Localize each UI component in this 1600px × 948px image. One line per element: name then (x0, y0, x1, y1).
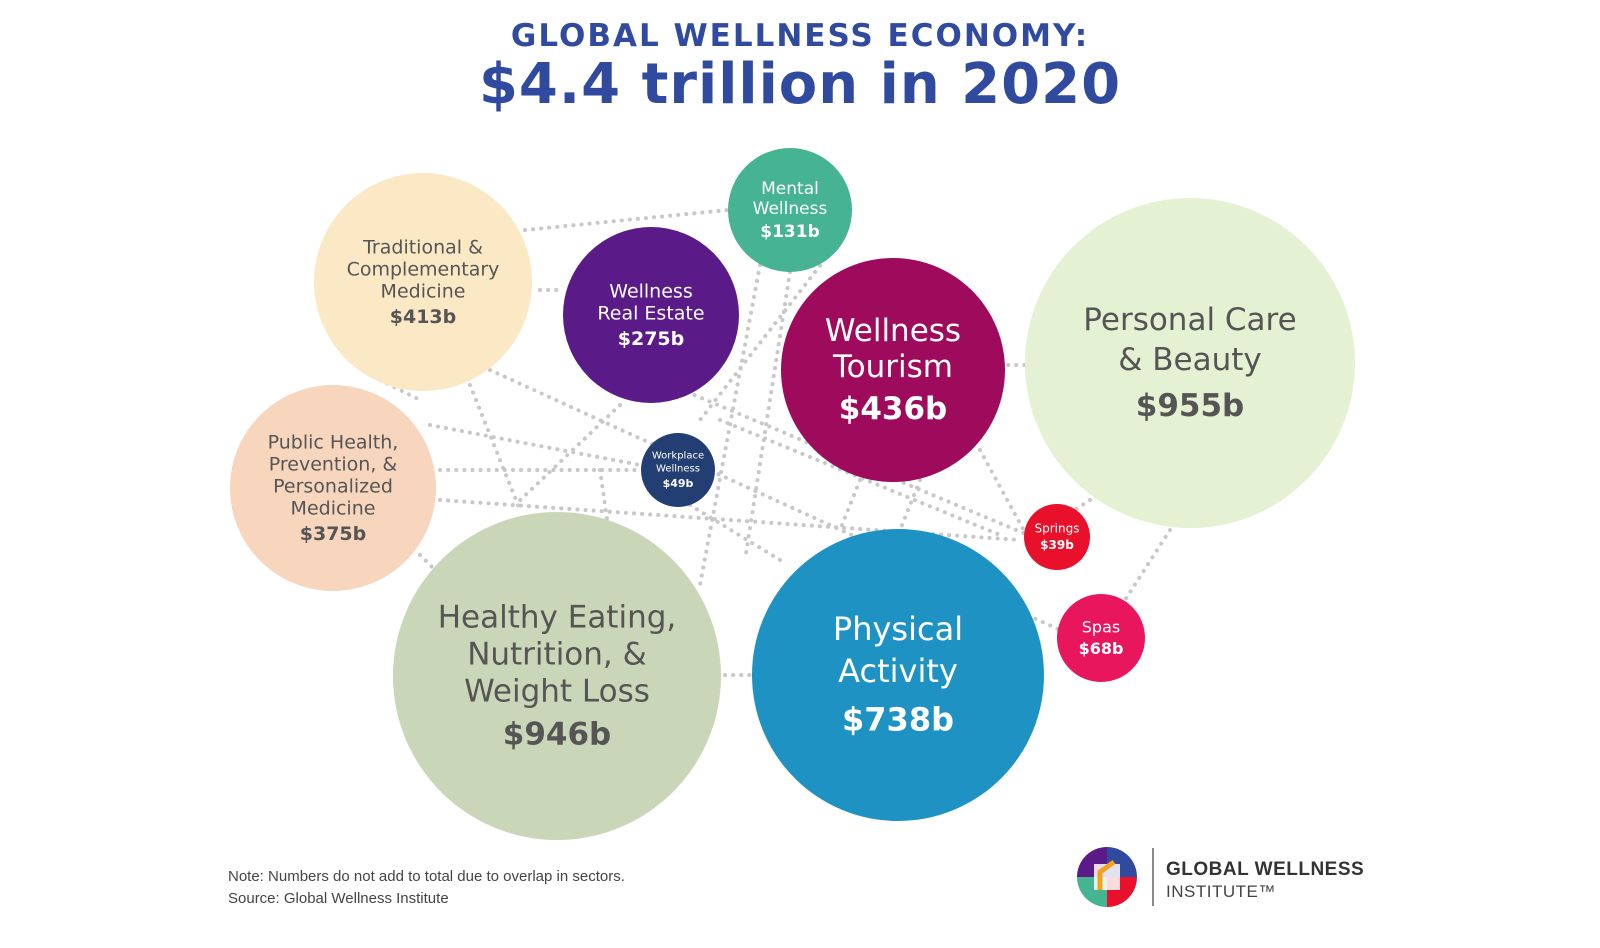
bubble-label: Public Health, Prevention, & Personalized M… (268, 431, 399, 519)
connector-line (468, 383, 522, 512)
connector-line (598, 468, 622, 612)
bubble-circle (641, 433, 715, 507)
bubble-circle (728, 148, 852, 272)
bubble-healthy-eating-nutrition-weight-loss: Healthy Eating, Nutrition, & Weight Loss $9… (393, 512, 721, 840)
bubble-public-health-prevention-personalized-medicine: Public Health, Prevention, & Personalized M… (230, 385, 436, 591)
bubble-circle (1024, 504, 1090, 570)
connector-line (1123, 528, 1172, 602)
connector-line (513, 403, 622, 507)
bubble-circle (1057, 594, 1145, 682)
bubble-value: $49b (663, 477, 694, 490)
bubble-value: $738b (842, 701, 954, 739)
sector-bubbles: Personal Care & Beauty $955b Healthy Eating… (230, 148, 1355, 840)
connector-line (573, 343, 1042, 542)
connector-line (488, 368, 1062, 632)
bubble-value: $436b (839, 391, 947, 427)
bubble-wellness-tourism: Wellness Tourism $436b (781, 258, 1005, 482)
logo-institute: INSTITUTE™ (1166, 882, 1276, 901)
bubble-value: $39b (1040, 538, 1074, 552)
bubble-label: Mental Wellness (753, 179, 828, 219)
bubble-label: Spas (1082, 618, 1120, 637)
source-note: Source: Global Wellness Institute (228, 890, 449, 907)
bubble-mental-wellness: Mental Wellness $131b (728, 148, 852, 272)
bubble-circle (752, 529, 1044, 821)
logo-name: GLOBAL WELLNESS (1166, 859, 1365, 880)
gwi-logo-icon (1077, 847, 1137, 907)
bubble-value: $68b (1079, 639, 1124, 658)
connector-line (688, 503, 782, 562)
bubble-value: $375b (300, 523, 366, 545)
bubble-springs: Springs $39b (1024, 504, 1090, 570)
logo-divider (1152, 848, 1154, 906)
bubble-value: $413b (390, 306, 456, 328)
bubble-label: Physical Activity (833, 610, 963, 690)
bubble-label: Wellness Real Estate (597, 280, 704, 324)
footnote: Note: Numbers do not add to total due to… (228, 868, 625, 885)
bubble-label: Springs (1035, 522, 1080, 536)
bubble-circle (393, 512, 721, 840)
connector-line (698, 238, 842, 422)
connector-line (743, 270, 792, 562)
connector-line (523, 208, 730, 232)
bubble-circle (314, 173, 532, 391)
bubble-traditional-complementary-medicine: Traditional & Complementary Medicine $413b (314, 173, 532, 391)
bubble-workplace-wellness: Workplace Wellness $49b (641, 433, 715, 507)
bubble-label: Healthy Eating, Nutrition, & Weight Loss (438, 599, 677, 709)
bubble-label: Wellness Tourism (825, 313, 961, 385)
bubble-personal-care-beauty: Personal Care & Beauty $955b (1025, 198, 1355, 528)
bubble-value: $955b (1136, 388, 1244, 424)
chart-subtitle: $4.4 trillion in 2020 (478, 52, 1122, 117)
chart-title: GLOBAL WELLNESS ECONOMY: (510, 18, 1090, 54)
bubble-label: Personal Care & Beauty (1083, 302, 1296, 378)
bubble-circle (781, 258, 1005, 482)
bubble-label: Traditional & Complementary Medicine (347, 236, 500, 302)
connector-line (698, 263, 762, 587)
connector-line (418, 553, 437, 572)
bubble-physical-activity: Physical Activity $738b (752, 529, 1044, 821)
bubble-spas: Spas $68b (1057, 594, 1145, 682)
connector-line (428, 423, 642, 467)
connector-line (718, 418, 1002, 537)
bubble-value: $275b (618, 328, 684, 350)
bubble-circle (563, 227, 739, 403)
bubble-value: $131b (760, 222, 819, 242)
bubble-label: Workplace Wellness (652, 451, 704, 475)
connector-line (898, 478, 922, 532)
connector-line (838, 478, 862, 532)
bubble-wellness-real-estate: Wellness Real Estate $275b (563, 227, 739, 403)
bubble-value: $946b (503, 717, 611, 753)
bubble-circle (1025, 198, 1355, 528)
bubble-circle (230, 385, 436, 591)
